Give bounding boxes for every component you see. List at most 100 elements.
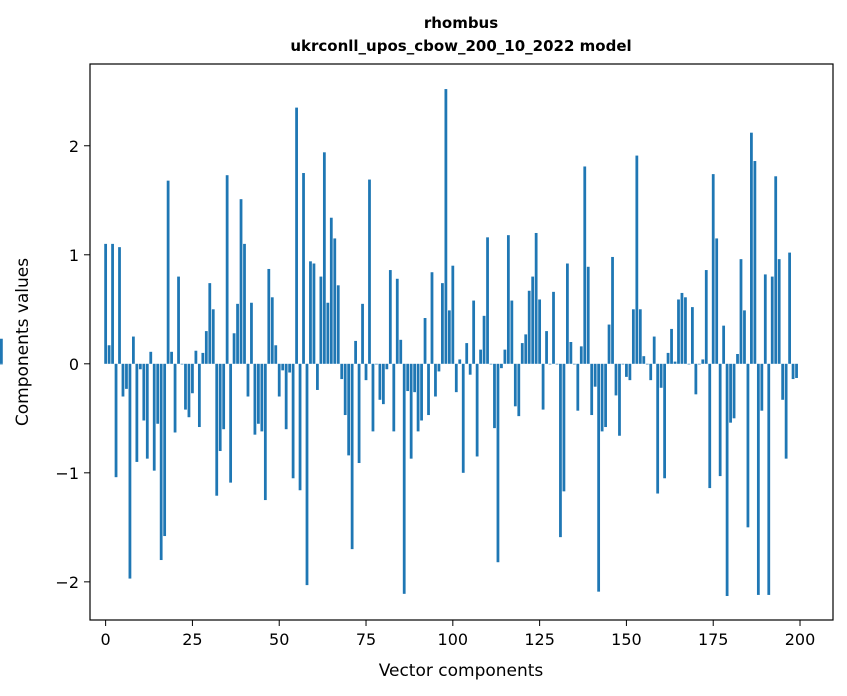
bar-87	[406, 363, 410, 392]
bar-158	[652, 336, 656, 364]
x-tick-label: 25	[182, 630, 202, 649]
bar-133	[566, 263, 569, 364]
bar-154	[638, 309, 642, 364]
bar-20	[173, 363, 177, 433]
bar-119	[517, 363, 521, 417]
bar-25	[191, 363, 194, 394]
x-tick-label: 125	[524, 630, 555, 649]
bar-139	[586, 266, 590, 364]
bar-102	[458, 359, 462, 364]
bar-36	[229, 363, 233, 483]
bar-69	[343, 363, 347, 416]
bar-12	[145, 363, 149, 459]
bar-146	[611, 256, 614, 364]
bar-187	[753, 161, 757, 364]
y-tick-label: −1	[55, 464, 79, 483]
bar-141	[593, 363, 597, 387]
bar-189	[760, 363, 764, 411]
bar-112	[493, 363, 496, 429]
bar-163	[670, 328, 673, 364]
bar-167	[684, 297, 687, 364]
bar-110	[486, 237, 489, 364]
bar-109	[482, 315, 486, 364]
bar-35	[225, 175, 229, 364]
bar-34	[222, 363, 226, 430]
bar-68	[340, 363, 344, 380]
bar-95	[434, 363, 437, 397]
bar-0	[104, 243, 108, 364]
bar-174	[708, 363, 712, 489]
bar-121	[524, 334, 528, 364]
bar-120	[520, 343, 524, 364]
bar-41	[246, 363, 250, 397]
bar-93	[427, 363, 430, 416]
bar-23	[184, 363, 187, 410]
bar-97	[441, 283, 444, 364]
bar-66	[333, 238, 337, 364]
bar-50	[277, 363, 281, 397]
bar-142	[597, 363, 601, 592]
y-tick-label: 1	[69, 246, 79, 265]
x-tick-label: 100	[438, 630, 469, 649]
bar-39	[239, 199, 243, 364]
bar-14	[152, 363, 156, 471]
bar-64	[326, 302, 330, 364]
bar-92	[423, 318, 427, 364]
bar-78	[375, 363, 378, 365]
bar-111	[489, 363, 493, 365]
bar-148	[618, 363, 621, 436]
bar-171	[697, 363, 701, 365]
bar-61	[316, 363, 319, 390]
bar-76	[368, 179, 371, 364]
bar-45	[260, 363, 264, 432]
x-tick-label: 50	[269, 630, 289, 649]
bar-144	[604, 363, 607, 428]
bar-8	[132, 336, 135, 364]
bar-40	[243, 243, 246, 364]
bar-13	[149, 351, 153, 364]
bar-19	[170, 351, 173, 364]
bar-7	[128, 363, 132, 579]
bar-131	[559, 363, 562, 538]
bar-179	[725, 363, 729, 597]
bar-147	[614, 363, 618, 396]
bar-165	[677, 299, 680, 364]
bar-149	[621, 363, 625, 365]
bar-125	[538, 299, 542, 364]
bar-43	[253, 363, 257, 435]
bar-10	[138, 363, 142, 370]
bar-18	[166, 180, 170, 364]
bar-166	[680, 292, 684, 364]
bar-55	[295, 107, 298, 364]
bar-137	[579, 346, 583, 364]
bar-145	[607, 324, 611, 364]
bar-79	[378, 363, 382, 400]
bar-71	[350, 363, 354, 550]
bar-160	[659, 363, 663, 388]
bar-48	[270, 297, 274, 364]
bar-172	[701, 359, 705, 364]
bar-27	[197, 363, 201, 428]
bar-162	[666, 352, 670, 364]
x-tick-label: 200	[785, 630, 816, 649]
bar-28	[201, 352, 205, 364]
bar-30	[208, 283, 212, 364]
bar-85	[399, 339, 403, 364]
bar-116	[506, 235, 510, 364]
bar-49	[274, 345, 278, 364]
bar-73	[357, 363, 361, 464]
bar-193	[774, 176, 778, 364]
x-axis-ticks: 0 25 50 75 100 125 150 175 200	[101, 620, 816, 649]
bar-9	[135, 363, 139, 462]
bar-178	[722, 325, 726, 364]
bar-159	[656, 363, 660, 494]
bar-197	[788, 252, 791, 364]
bar-21	[177, 276, 180, 364]
bar-192	[770, 276, 774, 364]
bar-124	[534, 232, 538, 364]
bar-15	[156, 363, 160, 424]
bar-96	[437, 363, 441, 372]
bar-89	[413, 363, 417, 393]
bar-151	[628, 363, 632, 381]
bar-122	[527, 290, 531, 364]
